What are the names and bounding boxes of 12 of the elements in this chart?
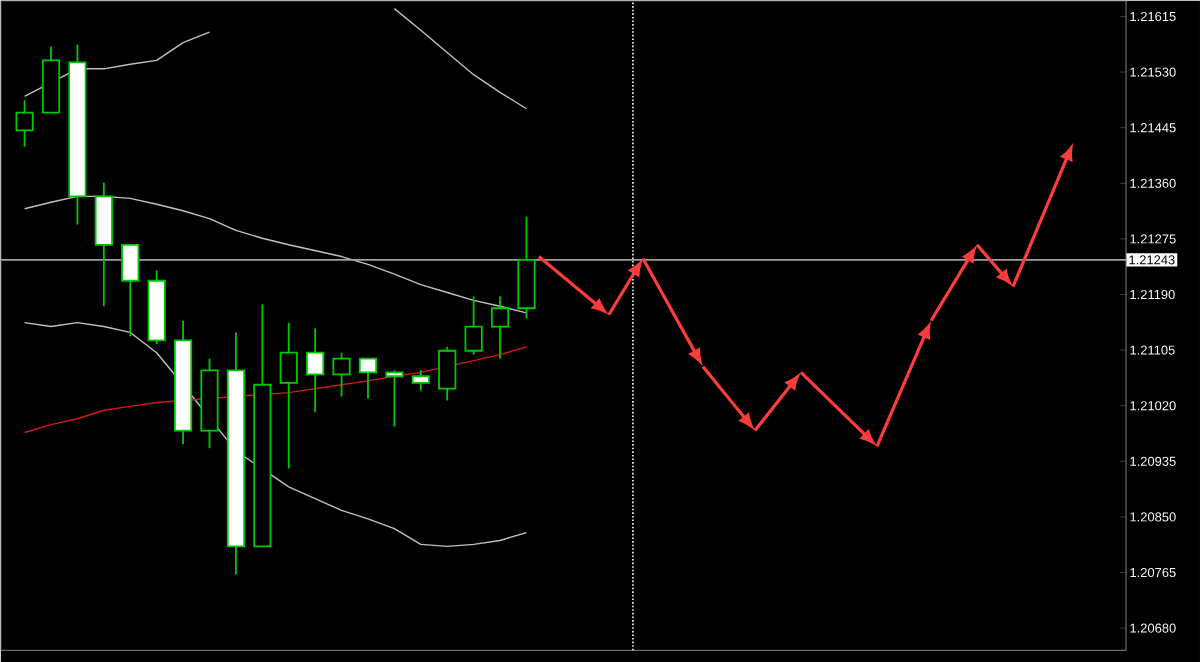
candlestick [411, 369, 430, 392]
candlestick [279, 321, 298, 470]
candlestick [332, 351, 351, 398]
candlestick [490, 295, 510, 360]
candlestick [464, 295, 483, 356]
candlestick [306, 327, 325, 413]
line-series [393, 7, 528, 110]
candlestick [438, 345, 457, 402]
candlestick [15, 99, 34, 148]
candlestick [121, 243, 140, 338]
candlestick [385, 369, 404, 428]
candlestick [358, 357, 378, 400]
